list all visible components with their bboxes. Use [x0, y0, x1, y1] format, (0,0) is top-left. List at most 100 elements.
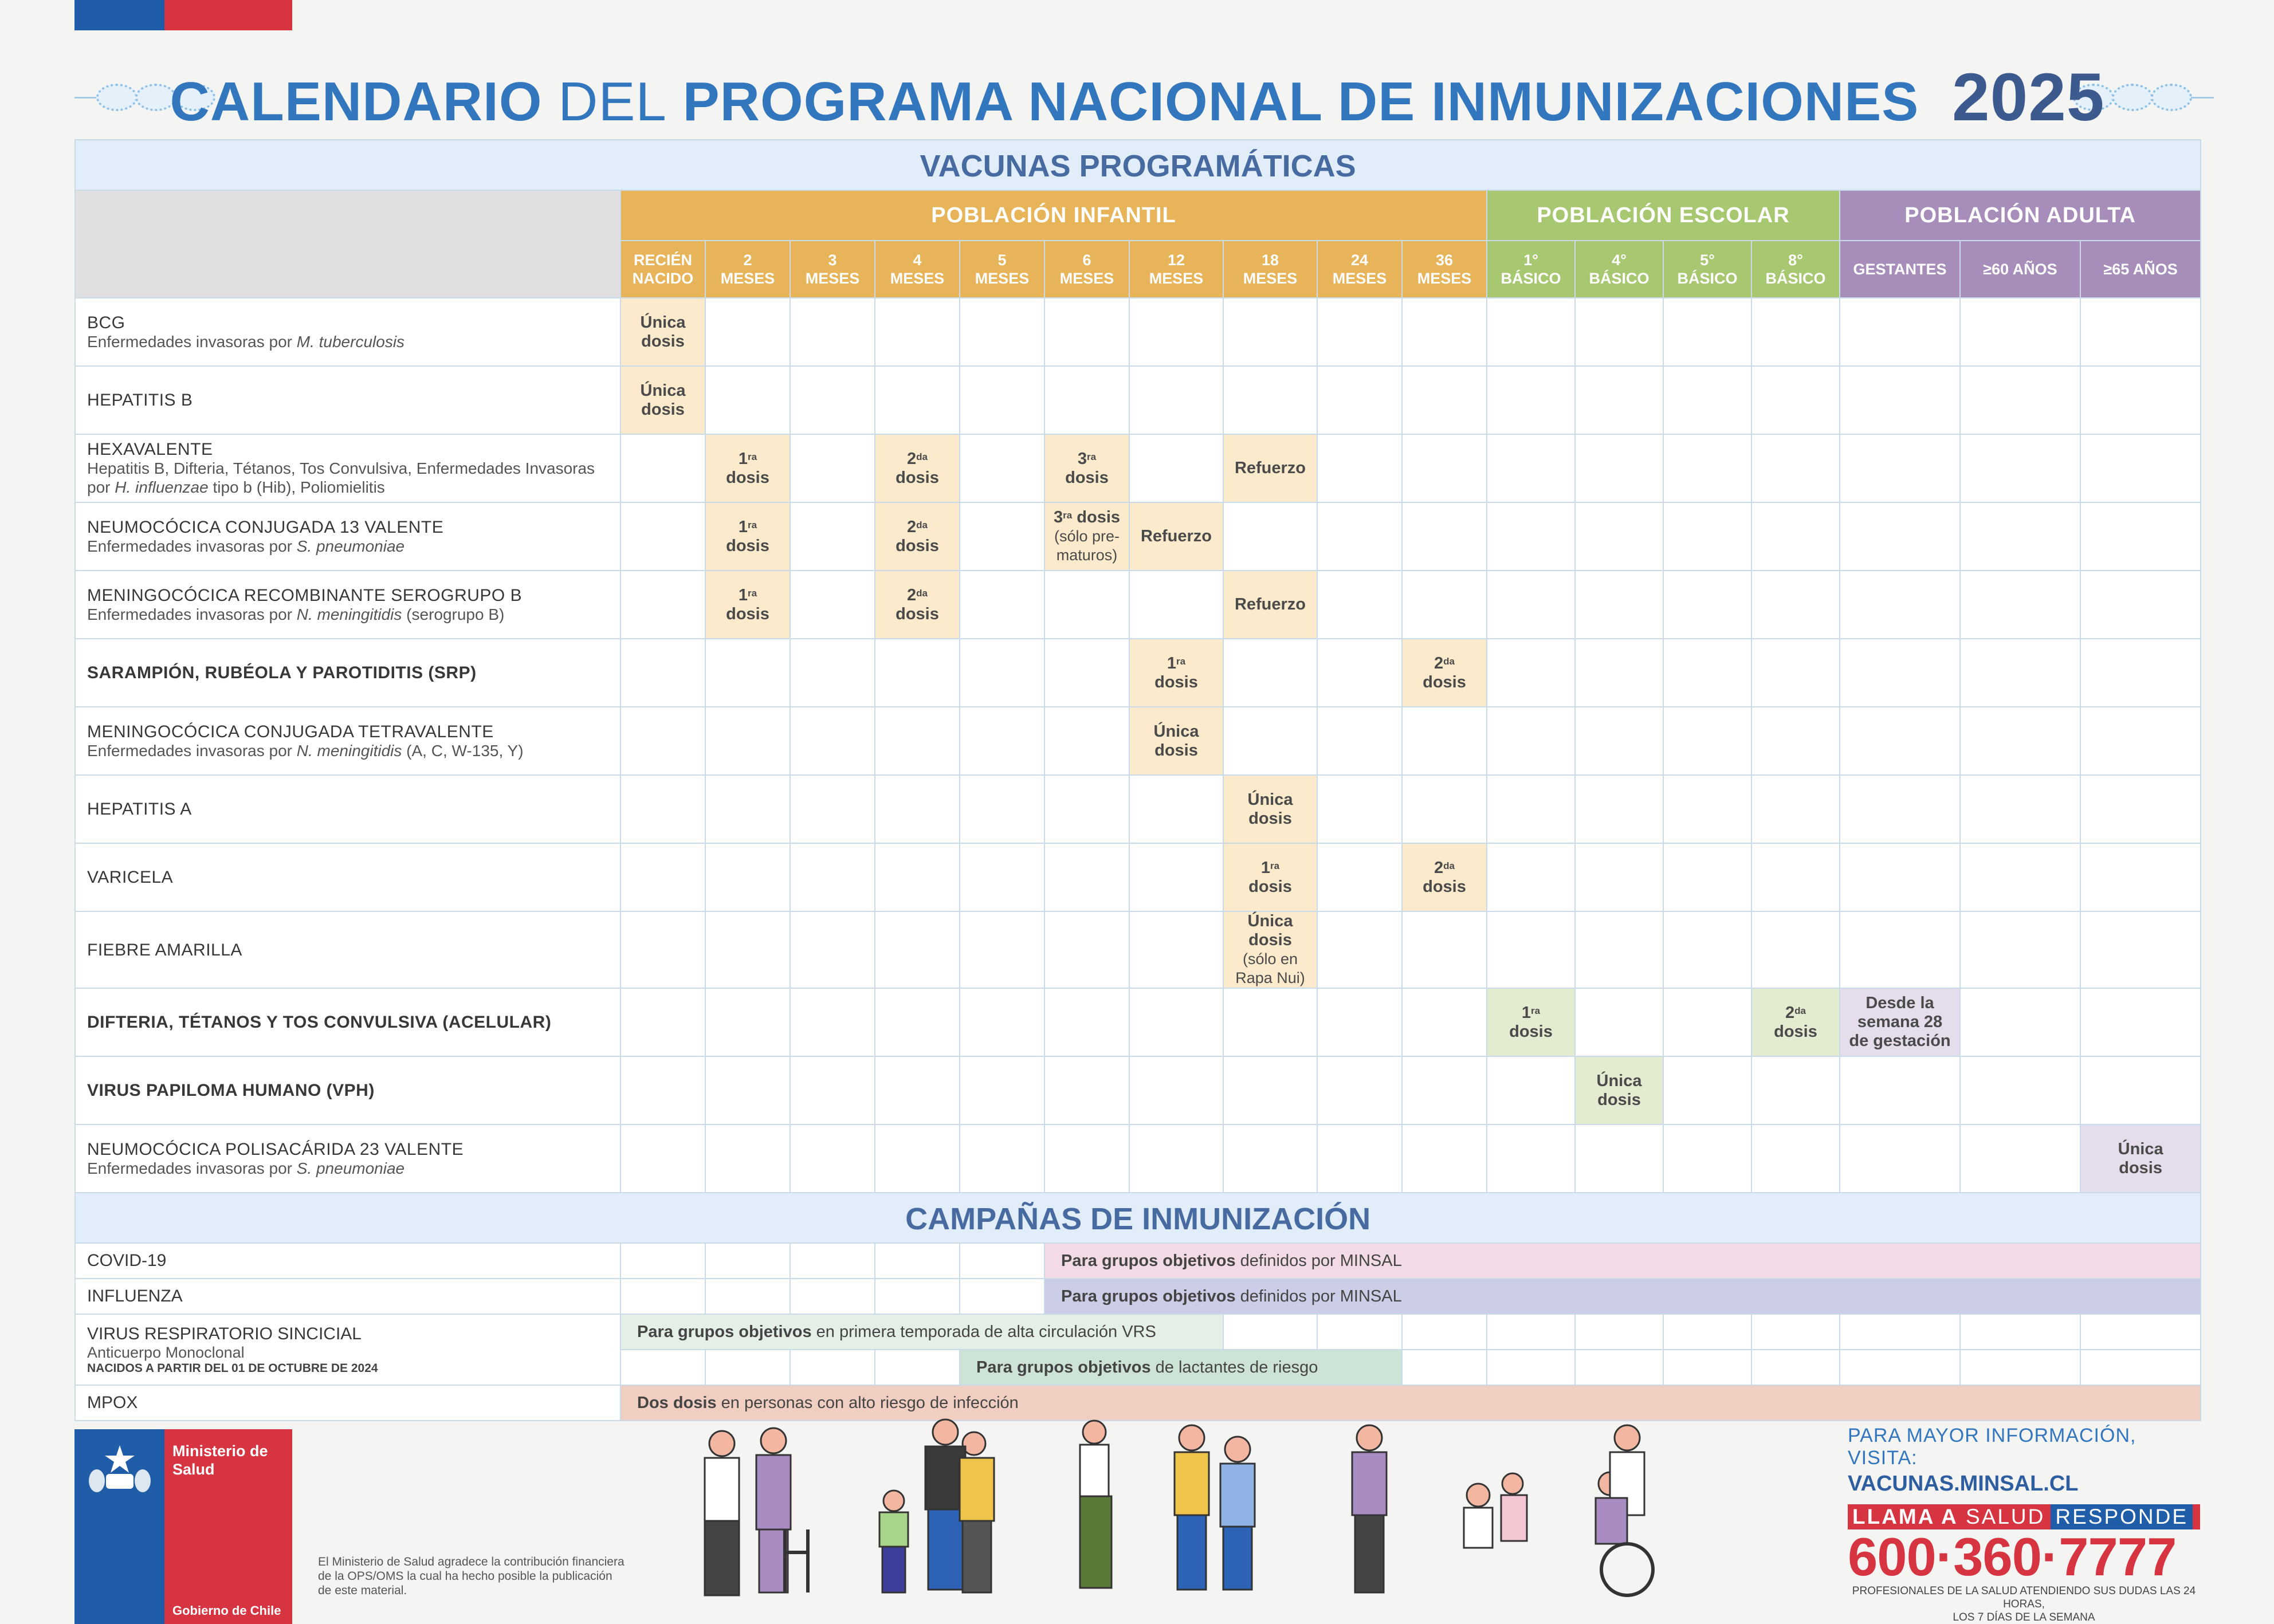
empty-cell	[1401, 434, 1487, 503]
empty-cell	[1751, 774, 1840, 844]
empty-cell	[959, 638, 1045, 707]
empty-cell	[2079, 988, 2202, 1057]
empty-cell	[1663, 365, 1752, 435]
empty-cell	[1486, 297, 1576, 367]
empty-cell	[705, 297, 791, 367]
campaign-bar-vrs-primera-temporada: Para grupos objetivos en primera tempora…	[620, 1314, 1224, 1350]
column-header-1: 2 MESES	[705, 240, 791, 298]
dose-cell: Única dosis	[1574, 1056, 1664, 1125]
fleuron-ornament-icon	[2073, 80, 2214, 115]
dose-cell: 2da dosis	[1751, 988, 1840, 1057]
empty-cell	[1223, 1056, 1318, 1125]
empty-cell	[1751, 1056, 1840, 1125]
dose-cell: 2da dosis	[1401, 638, 1487, 707]
vaccine-name-cell: VARICELA	[74, 843, 621, 912]
empty-cell	[1839, 638, 1961, 707]
empty-cell	[1663, 1056, 1752, 1125]
empty-cell	[2079, 570, 2202, 639]
title-year: 2025	[1951, 60, 2105, 135]
empty-cell	[620, 1124, 706, 1193]
empty-cell	[1663, 434, 1752, 503]
empty-cell	[1751, 297, 1840, 367]
empty-cell	[1401, 570, 1487, 639]
empty-cell	[620, 502, 706, 571]
empty-cell	[705, 843, 791, 912]
empty-cell	[1401, 1056, 1487, 1125]
column-header-10: 1° BÁSICO	[1486, 240, 1576, 298]
empty-cell	[1663, 988, 1752, 1057]
title-del: DEL	[558, 71, 667, 132]
empty-cell	[1663, 502, 1752, 571]
empty-cell	[2079, 502, 2202, 571]
empty-cell	[2079, 843, 2202, 912]
empty-cell	[620, 434, 706, 503]
vaccine-row: DIFTERIA, TÉTANOS Y TOS CONVULSIVA (ACEL…	[74, 988, 2202, 1057]
empty-cell	[1223, 988, 1318, 1057]
empty-cell	[790, 706, 875, 776]
empty-cell	[1574, 570, 1664, 639]
dose-cell: 1ra dosis	[705, 502, 791, 571]
dose-cell: Refuerzo	[1129, 502, 1224, 571]
empty-cell	[1044, 911, 1130, 989]
empty-cell	[790, 843, 875, 912]
dose-cell: 1ra dosis	[1223, 843, 1318, 912]
empty-cell	[705, 1056, 791, 1125]
empty-cell	[1959, 774, 2081, 844]
column-header-4: 5 MESES	[959, 240, 1045, 298]
vaccine-name-cell: BCG Enfermedades invasoras por M. tubercu…	[74, 297, 621, 367]
vaccine-name-cell: MENINGOCÓCICA RECOMBINANTE SEROGRUPO B En…	[74, 570, 621, 639]
empty-cell	[2079, 297, 2202, 367]
empty-cell	[1959, 843, 2081, 912]
empty-cell	[1486, 434, 1576, 503]
title-calendario: CALENDARIO	[170, 71, 543, 132]
section-vacunas-programaticas: VACUNAS PROGRAMÁTICAS	[74, 139, 2202, 191]
empty-cell	[1044, 638, 1130, 707]
empty-cell	[1129, 365, 1224, 435]
empty-cell	[1486, 502, 1576, 571]
ministry-logo: Ministerio de Salud Gobierno de Chile	[74, 1429, 292, 1624]
empty-cell	[1839, 1056, 1961, 1125]
dose-cell: Única dosis (sólo en Rapa Nui)	[1223, 911, 1318, 989]
vaccination-schedule-table: VACUNAS PROGRAMÁTICAS POBLACIÓN INFANTIL…	[74, 139, 2202, 1421]
empty-cell	[790, 570, 875, 639]
empty-cell	[1574, 911, 1664, 989]
empty-cell	[1129, 297, 1224, 367]
vaccine-name-cell: NEUMOCÓCICA POLISACÁRIDA 23 VALENTE Enfer…	[74, 1124, 621, 1193]
group-poblacion-infantil: POBLACIÓN INFANTIL	[620, 190, 1487, 241]
vaccine-row: FIEBRE AMARILLA Única dosis (sólo en Rapa N…	[74, 911, 2202, 989]
empty-cell	[705, 1124, 791, 1193]
empty-cell	[705, 988, 791, 1057]
empty-cell	[1751, 570, 1840, 639]
info-url-link[interactable]: VACUNAS.MINSAL.CL	[1848, 1472, 2079, 1496]
vaccine-row: HEPATITIS B Única dosis	[74, 365, 2202, 435]
vaccine-name-cell: MENINGOCÓCICA CONJUGADA TETRAVALENTE Enfe…	[74, 706, 621, 776]
empty-cell	[1663, 911, 1752, 989]
column-header-0: RECIÉN NACIDO	[620, 240, 706, 298]
empty-cell	[1959, 638, 2081, 707]
empty-cell	[1401, 911, 1487, 989]
empty-cell	[1401, 1124, 1487, 1193]
dose-cell: 2da dosis	[1401, 843, 1487, 912]
empty-cell	[705, 774, 791, 844]
empty-cell	[620, 638, 706, 707]
vaccine-row: NEUMOCÓCICA POLISACÁRIDA 23 VALENTE Enfer…	[74, 1124, 2202, 1193]
empty-cell	[1486, 638, 1576, 707]
empty-cell	[1486, 1056, 1576, 1125]
empty-cell	[1663, 638, 1752, 707]
empty-cell	[2079, 1056, 2202, 1125]
empty-cell	[1317, 911, 1403, 989]
empty-cell	[874, 706, 960, 776]
empty-cell	[1044, 774, 1130, 844]
empty-cell	[1574, 988, 1664, 1057]
empty-cell	[1959, 434, 2081, 503]
empty-cell	[1751, 638, 1840, 707]
empty-cell	[1129, 1056, 1224, 1125]
empty-cell	[959, 434, 1045, 503]
empty-cell	[1129, 570, 1224, 639]
empty-cell	[1129, 1124, 1224, 1193]
empty-cell	[790, 988, 875, 1057]
empty-cell	[620, 911, 706, 989]
empty-cell	[790, 911, 875, 989]
empty-cell	[1663, 706, 1752, 776]
campaign-name-influenza: INFLUENZA	[74, 1278, 621, 1315]
